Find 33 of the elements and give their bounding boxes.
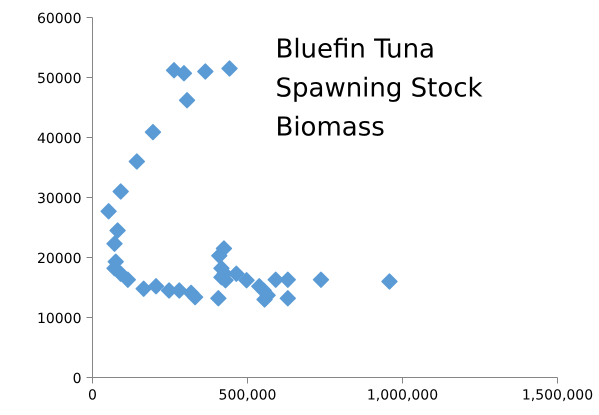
point — [148, 278, 164, 295]
point — [135, 280, 152, 297]
point — [128, 153, 146, 170]
point — [178, 92, 196, 109]
point — [267, 271, 284, 288]
y-tick-label: 30000 — [36, 191, 82, 207]
y-tick-label: 50000 — [36, 71, 82, 87]
point — [238, 272, 255, 289]
point — [186, 288, 204, 306]
point — [381, 273, 398, 290]
point — [120, 271, 136, 288]
x-tick-label: 1,500,000 — [522, 388, 594, 404]
y-tick-label: 0 — [72, 371, 82, 387]
text: Bluefin Tuna Spawning Stock Biomass — [276, 34, 483, 142]
x-tick-label: 0 — [88, 388, 97, 404]
y-tick-label: 40000 — [36, 131, 82, 147]
point — [210, 290, 227, 307]
y-tick-label: 20000 — [36, 251, 82, 267]
point — [144, 124, 162, 140]
point — [106, 235, 123, 252]
point — [280, 290, 296, 307]
point — [176, 65, 192, 82]
point — [109, 222, 126, 239]
point — [197, 63, 214, 80]
y-tick-label: 10000 — [36, 311, 82, 327]
point — [100, 203, 117, 220]
point — [312, 271, 330, 288]
point — [221, 60, 238, 77]
y-tick-label: 60000 — [36, 11, 82, 27]
point — [280, 271, 296, 288]
x-tick-label: 1,000,000 — [366, 388, 438, 404]
point — [112, 183, 129, 200]
x-tick-label: 500,000 — [218, 388, 276, 404]
